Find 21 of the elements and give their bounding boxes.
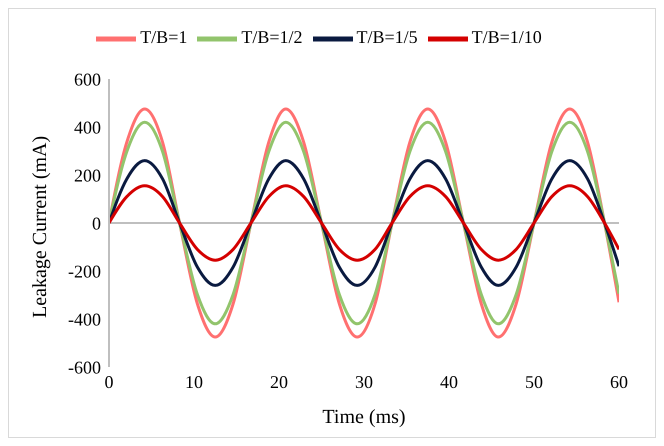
x-tick-label: 20 — [270, 372, 288, 392]
y-tick-label: 0 — [92, 213, 101, 234]
x-tick-label: 40 — [440, 372, 458, 392]
legend-label: T/B=1/10 — [472, 27, 542, 48]
x-axis-title: Time (ms) — [322, 406, 406, 428]
x-tick-label: 30 — [355, 372, 373, 392]
y-tick-label: -600 — [68, 357, 101, 378]
y-tick-label: 600 — [74, 69, 101, 90]
x-tick-label: 10 — [185, 372, 203, 392]
y-tick-label: 400 — [74, 117, 101, 138]
y-tick-label: -400 — [68, 309, 101, 330]
x-tick-label: 0 — [104, 372, 114, 392]
x-tick-label: 60 — [610, 372, 628, 392]
y-tick-label: 200 — [74, 165, 101, 186]
y-axis-title: Leakage Current (mA) — [29, 136, 52, 318]
y-tick-label: -200 — [68, 261, 101, 282]
legend-label: T/B=1/5 — [356, 27, 418, 48]
line-series — [109, 184, 619, 262]
legend-label: T/B=1/2 — [241, 27, 302, 48]
legend-label: T/B=1 — [140, 27, 188, 48]
x-tick-label: 50 — [525, 372, 543, 392]
